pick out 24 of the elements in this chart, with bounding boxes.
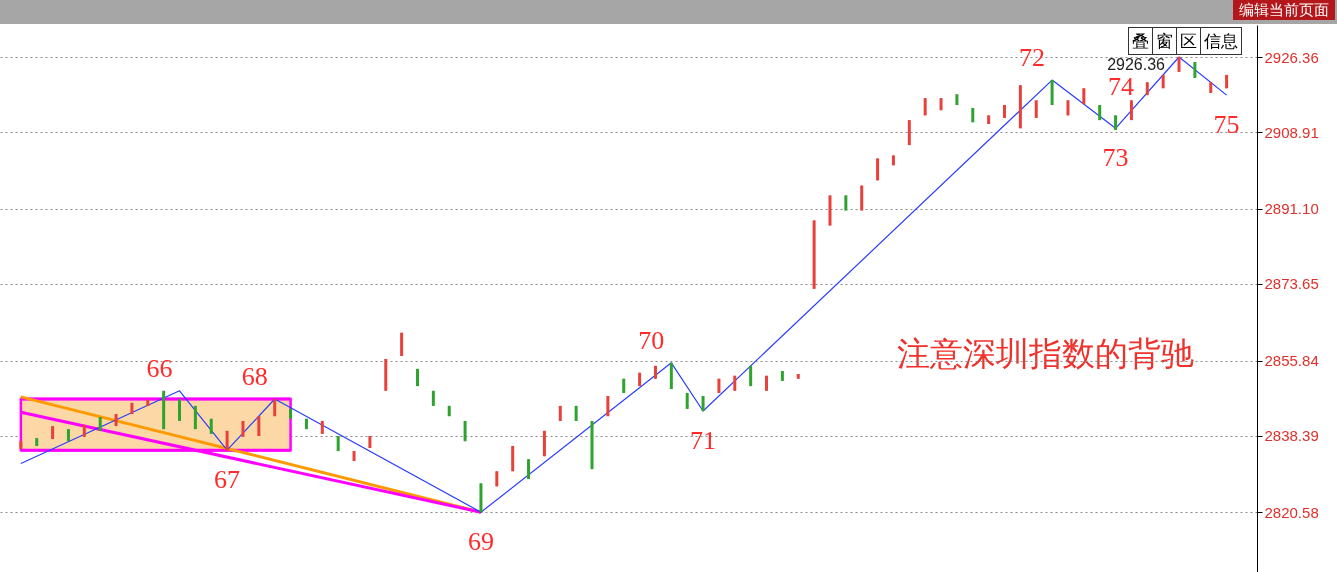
y-tick-label: 2926.36 <box>1264 48 1319 66</box>
y-tick-label: 2820.58 <box>1264 503 1319 521</box>
y-tick-label: 2891.10 <box>1264 200 1319 218</box>
annotation: 74 <box>1108 72 1135 102</box>
annotation: 72 <box>1019 43 1046 73</box>
annotation: 注意深圳指数的背驰 <box>897 333 1194 375</box>
annotation: 66 <box>146 353 173 383</box>
y-tick-label: 2855.84 <box>1264 352 1319 370</box>
annotation: 窗 <box>1152 27 1177 55</box>
annotation: 68 <box>241 361 268 391</box>
text: 编辑当前页面 <box>1233 0 1335 20</box>
annotation: 叠 <box>1128 27 1153 55</box>
y-tick-label: 2873.65 <box>1264 275 1319 293</box>
y-tick-label: 2908.91 <box>1264 123 1319 141</box>
text: 2926.36 <box>1107 56 1166 74</box>
annotation: 73 <box>1102 143 1129 173</box>
annotation: 67 <box>214 465 241 495</box>
annotation: 75 <box>1213 110 1240 140</box>
annotation: 71 <box>690 426 717 456</box>
annotation: 70 <box>638 325 665 355</box>
annotation: 信息 <box>1200 27 1242 55</box>
annotation: 区 <box>1176 27 1201 55</box>
y-tick-label: 2838.39 <box>1264 427 1319 445</box>
annotation: 69 <box>467 527 494 557</box>
